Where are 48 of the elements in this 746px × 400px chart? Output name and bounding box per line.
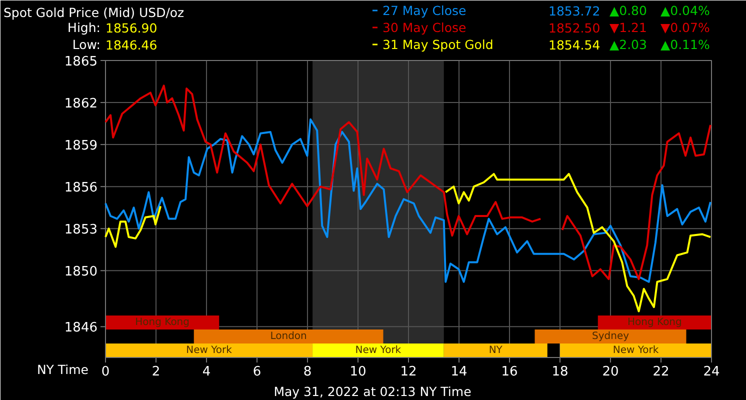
text: Low: — [72, 37, 101, 52]
x-tick-label: 8 — [303, 364, 312, 380]
legend-label: 27 May Close — [382, 3, 467, 18]
line-series — [104, 118, 712, 283]
y-tick-label: 1865 — [64, 54, 98, 70]
text: May 31, 2022 at 02:13 NY Time — [274, 384, 472, 399]
x-tick-label: 18 — [552, 364, 568, 380]
band-label: New York — [612, 344, 659, 356]
text: ▲0.04% — [660, 3, 710, 18]
text: 1853.72 — [548, 4, 600, 18]
y-tick-label: 1853 — [64, 222, 98, 238]
band-label: Sydney — [592, 330, 630, 342]
x-tick-label: 10 — [350, 364, 366, 380]
text: 1854.54 — [548, 38, 600, 52]
band-label: Hong Kong — [628, 316, 682, 328]
text: ▲2.03 — [610, 37, 647, 52]
y-tick-label: 1850 — [64, 264, 98, 280]
y-tick-label: 1859 — [64, 138, 98, 154]
text: ▼1.21 — [610, 20, 647, 35]
legend-label: 31 May Spot Gold — [382, 37, 494, 52]
text: ▲0.80 — [610, 3, 647, 18]
y-tick-label: 1862 — [64, 96, 98, 112]
x-tick-label: 22 — [652, 364, 670, 380]
band-label: NY — [488, 344, 504, 356]
y-tick-label: 1846 — [64, 320, 98, 336]
y-tick-label: 1856 — [64, 180, 98, 196]
x-tick-label: 14 — [450, 364, 468, 380]
band-label: New York — [355, 344, 402, 356]
legend-label: 30 May Close — [382, 20, 467, 35]
band-label: Hong Kong — [135, 316, 190, 328]
x-tick-label: 4 — [202, 364, 211, 380]
text: ▼0.07% — [660, 20, 710, 35]
text: 1846.46 — [106, 38, 158, 52]
band-label: New York — [186, 344, 232, 356]
x-tick-label: 0 — [101, 364, 110, 380]
x-tick-label: 16 — [501, 364, 518, 380]
text: 1852.50 — [548, 20, 600, 36]
text: ▲0.11% — [660, 37, 710, 52]
x-tick-label: 12 — [400, 364, 417, 380]
x-tick-label: 2 — [152, 364, 160, 380]
chart-title: Spot Gold Price (Mid) USD/oz — [4, 5, 185, 20]
x-axis-title: NY Time — [36, 362, 89, 377]
text: High: — [68, 20, 101, 35]
text: 1856.90 — [106, 20, 158, 36]
x-tick-label: 24 — [703, 364, 720, 380]
x-tick-label: 20 — [602, 364, 619, 380]
x-tick-label: 6 — [252, 364, 262, 380]
band-label: London — [270, 330, 307, 342]
